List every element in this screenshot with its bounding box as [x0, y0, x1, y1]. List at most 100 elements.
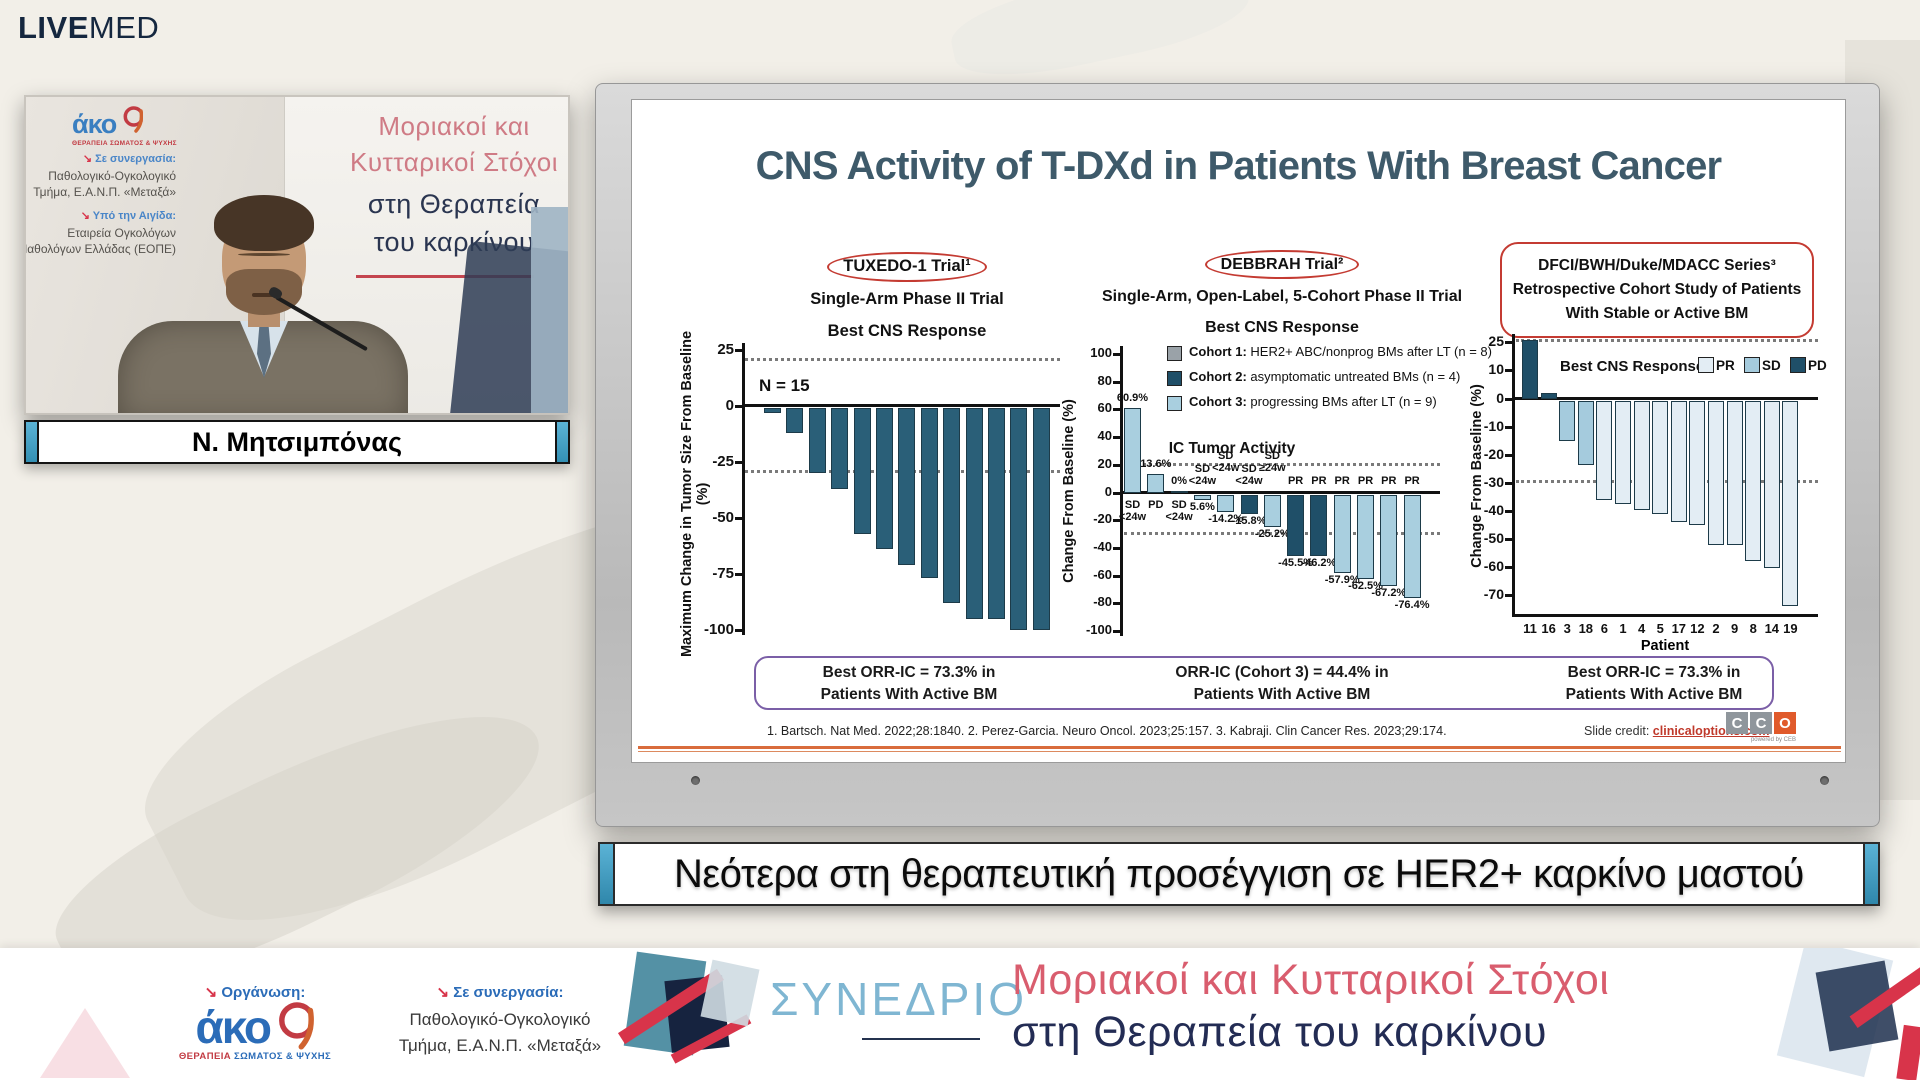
bar-value-label: -25.2%: [1254, 528, 1290, 541]
y-tick-label: -40: [1483, 502, 1504, 518]
bar-above-label: SD: [1264, 450, 1280, 462]
bar: [1124, 408, 1141, 493]
y-tick-mark: [1113, 353, 1120, 356]
bar-value-label: 0%: [1171, 475, 1188, 487]
chart1-y-axis: [742, 343, 745, 635]
banner-cap: [600, 844, 615, 904]
bar-value-label: -67.2%: [1371, 586, 1407, 599]
akos-tagline: ΘΕΡΑΠΕΙΑ ΣΩΜΑΤΟΣ & ΨΥΧΗΣ: [72, 140, 177, 147]
legend-label: PD: [1808, 358, 1827, 373]
bar-above-label: <24w: [1188, 475, 1216, 487]
y-tick-mark: [1505, 398, 1512, 401]
bar-above-label: SD: [1241, 463, 1257, 475]
bar: [1559, 401, 1576, 441]
y-tick-label: 60: [1097, 400, 1112, 416]
legend-label: Cohort 2: asymptomatic untreated BMs (n …: [1189, 369, 1461, 384]
y-tick-label: 10: [1488, 361, 1504, 377]
y-tick-mark: [1113, 408, 1120, 412]
partner-label-footer: ↘ Σε συνεργασία:: [436, 984, 564, 1001]
y-tick-mark: [735, 517, 742, 520]
cco-logo-letter: C: [1726, 712, 1748, 734]
y-tick-mark: [1113, 519, 1120, 523]
y-tick-label: -75: [712, 565, 734, 582]
x-tick-label: 8: [1749, 621, 1757, 636]
bar-above-label: ≥24w: [1258, 462, 1286, 474]
arrow-icon: ↘: [436, 984, 454, 1001]
bar-below-label: SD: [1124, 499, 1141, 511]
bar: [786, 408, 804, 433]
y-tick-mark: [1113, 546, 1120, 550]
bar-below-label: <24w: [1165, 511, 1193, 523]
y-tick-label: 25: [717, 341, 734, 358]
akos-logo: άκο ΘΕΡΑΠΕΙΑ ΣΩΜΑΤΟΣ & ΨΥΧΗΣ: [72, 105, 177, 147]
x-tick-label: 4: [1637, 621, 1646, 636]
chart1-header: TUXEDO-1 Trial¹ Single-Arm Phase II Tria…: [747, 252, 1067, 344]
y-tick-mark: [1505, 538, 1512, 541]
bar: [1357, 495, 1374, 580]
y-tick-label: -80: [1093, 594, 1112, 610]
nameplate-cap: [555, 422, 568, 462]
x-tick-label: 19: [1783, 621, 1798, 636]
y-tick-label: -10: [1483, 418, 1504, 434]
bar-value-label: -46.2%: [1301, 557, 1337, 570]
chart1-subtitle2: Best CNS Response: [827, 321, 987, 340]
references-text: 1. Bartsch. Nat Med. 2022;28:1840. 2. Pe…: [767, 724, 1447, 738]
orr-summary-box: [754, 656, 1774, 710]
cco-powered-text: powered by CEB: [1750, 737, 1796, 743]
y-tick-mark: [1113, 630, 1120, 633]
x-tick-label: 17: [1671, 621, 1687, 636]
bar: [853, 408, 871, 534]
bar-above-label: PR: [1334, 475, 1350, 487]
y-tick-mark: [1505, 369, 1512, 372]
conference-footer: ↘ Οργάνωση: άκο ΘΕΡΑΠΕΙΑ ΣΩΜΑΤΟΣ & ΨΥΧΗΣ…: [0, 948, 1920, 1080]
bar: [1522, 340, 1538, 399]
frame-screw: [1820, 776, 1829, 785]
bar: [1745, 401, 1762, 562]
chart2-trial-name: DEBBRAH Trial²: [1204, 250, 1360, 280]
bar-above-label: SD: [1194, 463, 1211, 475]
bar: [988, 408, 1005, 619]
backdrop-artwork: [531, 207, 568, 413]
bar-below-label: <24w: [1118, 511, 1147, 523]
cco-logo-letter: O: [1774, 712, 1796, 734]
bar: [898, 408, 916, 566]
akos-logo-text: άκο: [195, 1001, 272, 1053]
x-tick-label: 5: [1656, 621, 1664, 636]
bar-above-label: PR: [1381, 475, 1397, 487]
partner-name-footer2: Τμήμα, Ε.Α.Ν.Π. «Μεταξά»: [398, 1036, 602, 1055]
y-tick-mark: [1505, 341, 1512, 344]
y-tick-label: -30: [1483, 474, 1504, 490]
chart3-x-axis-label: Patient: [1640, 638, 1690, 654]
bar-value-label: -45.5%: [1278, 556, 1314, 569]
chart2-header: DEBBRAH Trial² Single-Arm, Open-Label, 5…: [1087, 250, 1477, 340]
y-tick-mark: [1505, 454, 1512, 457]
legend-title: Best CNS Response: [1560, 358, 1705, 375]
chart2-baseline: [1120, 491, 1440, 494]
bar: [764, 408, 781, 413]
bar: [1263, 495, 1281, 528]
bar: [1032, 408, 1050, 630]
livemed-logo: LIVEMED: [18, 10, 159, 46]
chart3-subtitle: Retrospective Cohort Study of Patients: [1512, 281, 1802, 299]
speaker-mouth: [252, 293, 276, 297]
bar: [1615, 401, 1631, 504]
y-tick-label: -20: [1483, 446, 1504, 462]
y-tick-label: 0: [1496, 390, 1504, 406]
aegis-label: ↘ Υπό την Αιγίδα:: [80, 210, 176, 222]
chart1-subtitle: Single-Arm Phase II Trial: [810, 289, 1004, 308]
akos-logo-text: άκο: [72, 109, 117, 139]
bar: [1708, 401, 1724, 545]
bar-value-label: -15.8%: [1231, 515, 1267, 528]
akos-tagline: ΘΕΡΑΠΕΙΑ ΣΩΜΑΤΟΣ & ΨΥΧΗΣ: [178, 1051, 332, 1062]
lecture-title: Νεότερα στη θεραπευτική προσέγγιση σε HE…: [674, 851, 1804, 896]
legend-swatch: [1744, 357, 1760, 373]
chart3-y-axis: [1512, 334, 1515, 617]
chart3-baseline: [1512, 397, 1818, 400]
conference-title-line2: στη Θεραπεία του καρκίνου: [1012, 1008, 1548, 1056]
orr-note-debbrah: ORR-IC (Cohort 3) = 44.4% in Patients Wit…: [1175, 664, 1389, 703]
speaker-name: Ν. Μητσιμπόνας: [191, 426, 403, 457]
cco-logo: C C O: [1726, 712, 1796, 734]
slide-title: CNS Activity of T-DXd in Patients With B…: [755, 144, 1722, 188]
speaker-video-panel[interactable]: Μοριακοί και Κυτταρικοί Στόχοι στη Θεραπ…: [24, 95, 570, 415]
bar-above-label: <24w: [1212, 462, 1240, 474]
